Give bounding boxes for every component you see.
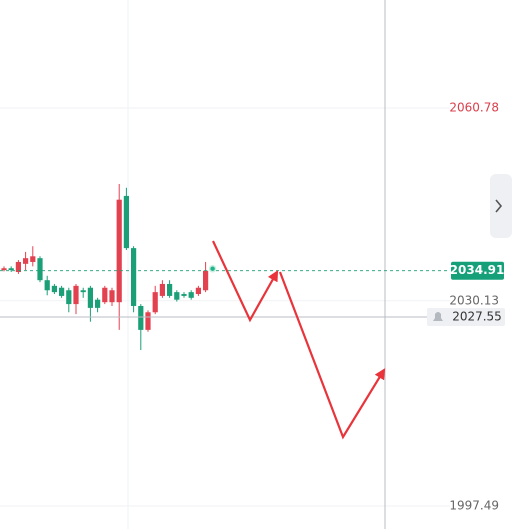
- candle-body: [123, 195, 129, 249]
- candle-body: [1, 268, 7, 271]
- arrow: [278, 271, 386, 440]
- last-price-label: 2034.91: [450, 263, 505, 277]
- candle-body: [30, 256, 36, 262]
- candle-body: [195, 287, 201, 295]
- candle-body: [131, 248, 137, 306]
- crosshair-label: 2027.55: [452, 309, 502, 323]
- bell-icon: [433, 311, 443, 321]
- candle-body: [159, 283, 165, 296]
- candle-body: [87, 287, 93, 308]
- collapse-tab[interactable]: [490, 174, 512, 238]
- candle-body: [145, 312, 151, 330]
- candle-body: [66, 290, 72, 305]
- last-price-dot: [208, 264, 217, 273]
- candle-body: [116, 199, 122, 303]
- candle-body: [102, 287, 108, 303]
- candle-body: [37, 258, 43, 281]
- y-tick-label: 2030.13: [449, 293, 499, 307]
- y-tick-label: 1997.49: [449, 499, 499, 513]
- candle-body: [181, 294, 187, 296]
- candle-body: [138, 305, 144, 330]
- chevron-icon[interactable]: [495, 199, 503, 213]
- candle-body: [167, 283, 173, 296]
- last-price-badge: [451, 261, 504, 280]
- candle-body: [59, 287, 65, 296]
- candle-body: [188, 292, 194, 298]
- candle-body: [15, 261, 21, 273]
- candle-body: [73, 285, 79, 305]
- crosshair-badge: [427, 307, 505, 326]
- candle-body: [51, 285, 57, 293]
- candle-body: [23, 258, 29, 264]
- candle-body: [8, 268, 14, 271]
- candle-body: [152, 292, 158, 313]
- candle-body: [80, 290, 86, 293]
- candle-body: [203, 270, 209, 291]
- candle-body: [95, 299, 101, 308]
- y-tick-label: 2060.78: [449, 100, 499, 114]
- candle-body: [44, 280, 50, 291]
- candle-body: [109, 290, 115, 303]
- candle-body: [174, 292, 180, 300]
- arrow: [212, 240, 279, 323]
